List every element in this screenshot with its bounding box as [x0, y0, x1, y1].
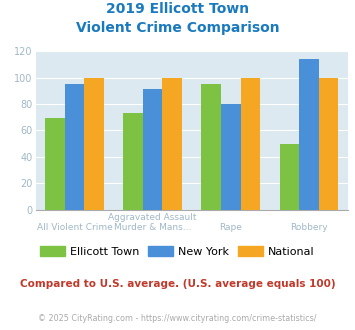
- Bar: [163, 78, 182, 210]
- Bar: [241, 78, 260, 210]
- Text: Aggravated Assault: Aggravated Assault: [108, 213, 197, 222]
- Bar: [143, 89, 163, 210]
- Text: All Violent Crime: All Violent Crime: [37, 223, 113, 232]
- Text: Violent Crime Comparison: Violent Crime Comparison: [76, 21, 279, 35]
- Bar: [280, 144, 299, 210]
- Text: Rape: Rape: [219, 223, 242, 232]
- Bar: [319, 78, 338, 210]
- Bar: [299, 59, 319, 210]
- Bar: [45, 118, 65, 210]
- Text: Robbery: Robbery: [290, 223, 328, 232]
- Text: Murder & Mans...: Murder & Mans...: [114, 223, 191, 232]
- Text: 2019 Ellicott Town: 2019 Ellicott Town: [106, 2, 249, 16]
- Text: Compared to U.S. average. (U.S. average equals 100): Compared to U.S. average. (U.S. average …: [20, 279, 335, 289]
- Bar: [84, 78, 104, 210]
- Bar: [65, 84, 84, 210]
- Bar: [124, 113, 143, 210]
- Text: © 2025 CityRating.com - https://www.cityrating.com/crime-statistics/: © 2025 CityRating.com - https://www.city…: [38, 314, 317, 323]
- Bar: [221, 104, 241, 210]
- Legend: Ellicott Town, New York, National: Ellicott Town, New York, National: [36, 242, 320, 261]
- Bar: [202, 84, 221, 210]
